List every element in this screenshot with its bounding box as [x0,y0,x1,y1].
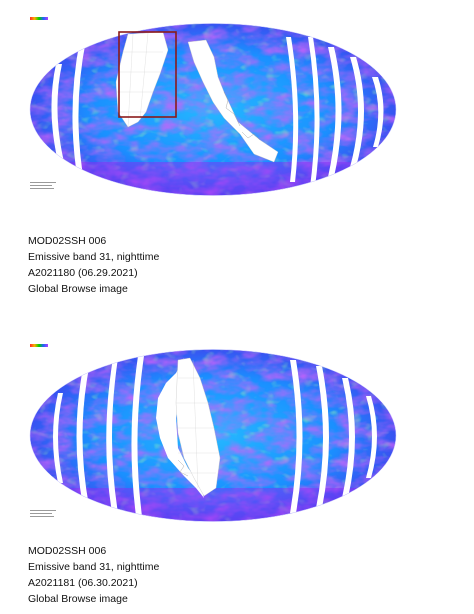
map-outline [29,23,397,196]
map-outline [29,349,397,522]
product-name: MOD02SSH 006 [28,235,107,247]
swath-gaps [51,37,384,187]
browse-panel-a2021180: MOD02SSH 006 Emissive band 31, nighttime… [0,0,474,300]
daytime-gap-west-edge [156,358,204,498]
coastline-center [177,459,189,477]
map-metadata-block [30,182,60,191]
color-scale-legend [30,17,48,20]
browse-panel-a2021181: MOD02SSH 006 Emissive band 31, nighttime… [0,330,474,614]
image-type: Global Browse image [28,593,128,605]
graticule-center [176,359,218,489]
map-metadata-block [30,510,60,519]
swath-gaps [53,356,377,516]
global-browse-map[interactable] [28,348,398,523]
caption-block: MOD02SSH 006 Emissive band 31, nighttime… [28,233,159,297]
band-description: Emissive band 31, nighttime [28,251,160,263]
coastline-east [223,91,261,141]
image-type: Global Browse image [28,283,128,295]
highlight-box [118,31,177,118]
granule-date: A2021181 (06.30.2021) [28,577,138,589]
graticule-west [116,32,163,128]
polar-cold-region [30,162,396,196]
band-description: Emissive band 31, nighttime [28,561,160,573]
daytime-gap-east [187,39,279,163]
caption-block: MOD02SSH 006 Emissive band 31, nighttime… [28,543,159,607]
color-scale-legend [30,344,48,347]
product-name: MOD02SSH 006 [28,545,107,557]
granule-date: A2021180 (06.29.2021) [28,267,138,279]
global-browse-map[interactable] [28,22,398,197]
